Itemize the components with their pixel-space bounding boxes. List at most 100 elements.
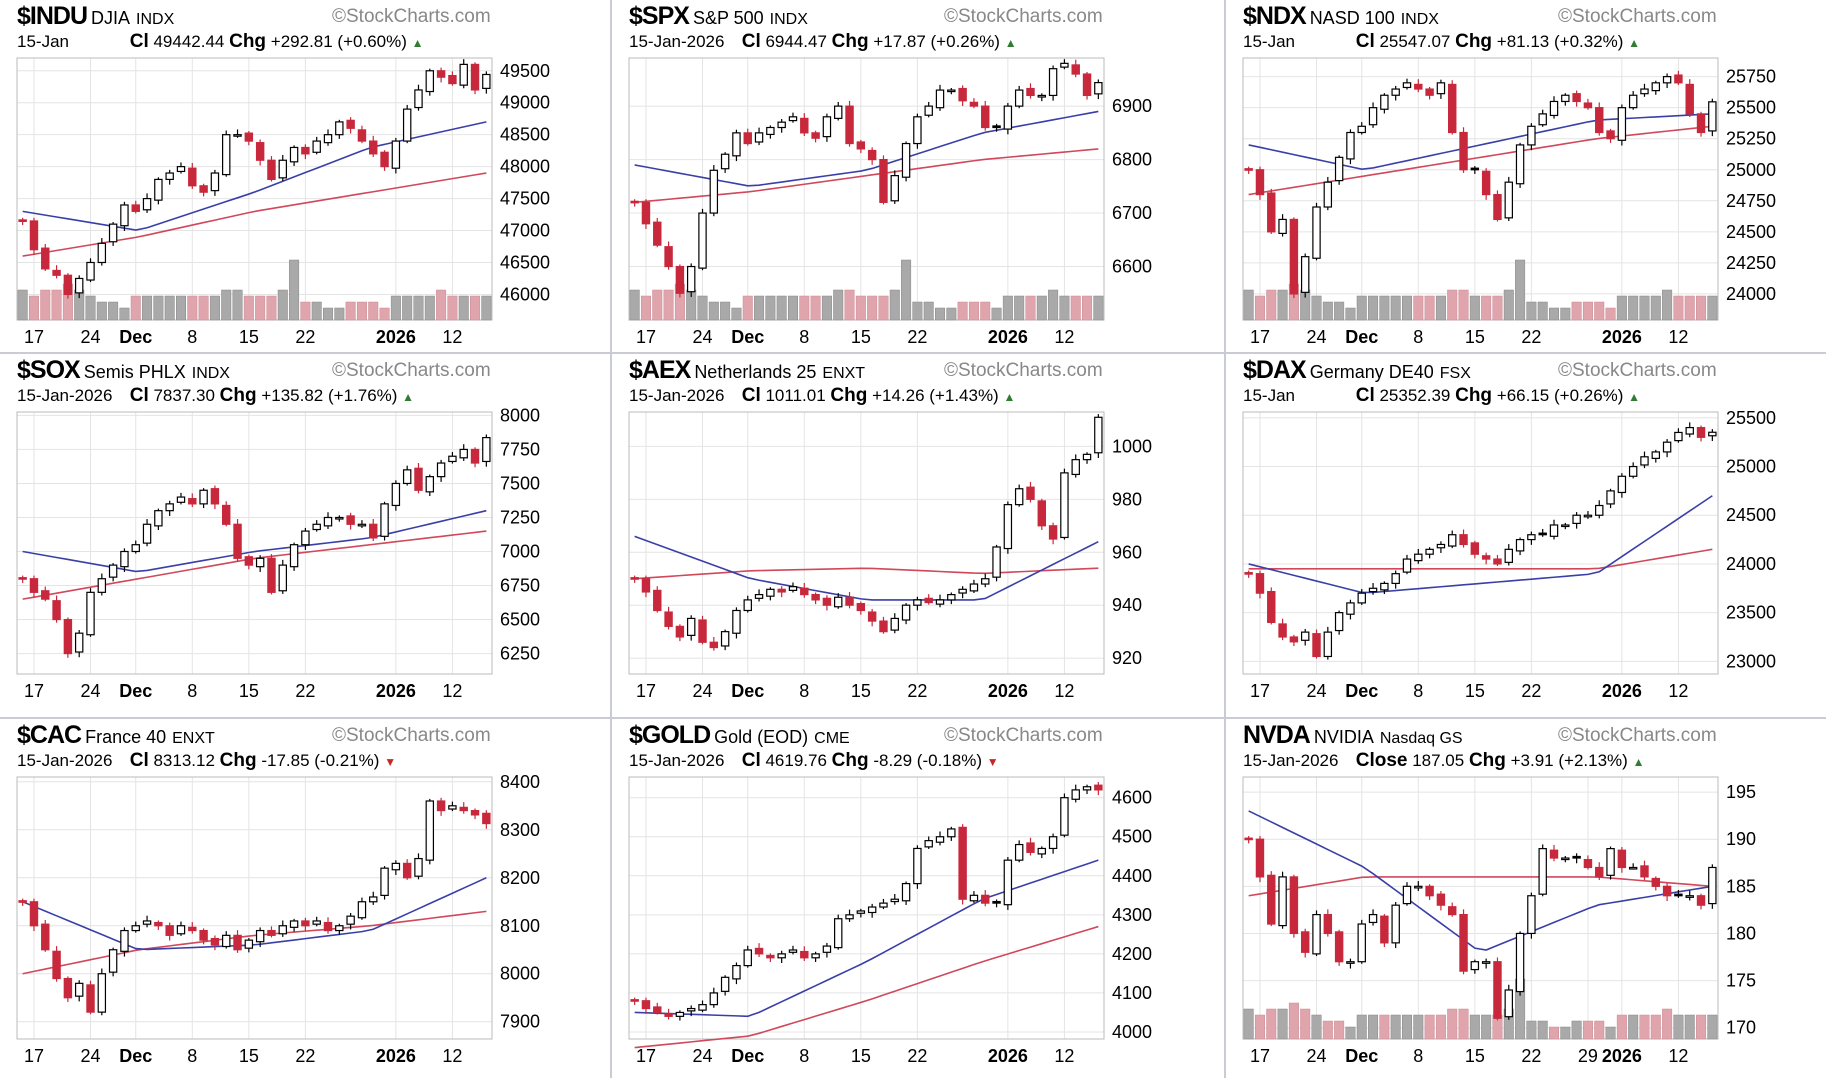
volume-bar	[1390, 1014, 1401, 1040]
candle	[867, 147, 877, 165]
price-chart[interactable]: 17 24 Dec 8 15 22 2026 12 46000 46500 47000 47500 48…	[0, 54, 600, 352]
volume-bar	[1379, 295, 1390, 321]
candle	[1368, 909, 1378, 926]
candle	[1094, 79, 1103, 100]
candle	[1380, 93, 1389, 114]
volume-bar	[1650, 295, 1661, 321]
volume-bar	[1515, 259, 1526, 321]
y-tick-label: 7250	[500, 507, 540, 527]
candle	[470, 808, 480, 820]
candle	[1060, 468, 1069, 540]
change-label: Chg	[830, 385, 868, 406]
candle	[346, 913, 355, 930]
candle	[1071, 454, 1080, 478]
candle	[1708, 98, 1717, 137]
symbol: NVDA	[1243, 721, 1311, 749]
candle	[879, 616, 888, 634]
volume-bar	[1526, 1020, 1537, 1040]
volume-bar	[1048, 289, 1059, 321]
quote-line: 15-Jan-2026 Cl 6944.47 Chg +17.87 (+0.26…	[629, 31, 1109, 53]
y-tick-label: 4300	[1112, 905, 1152, 925]
candle	[675, 1010, 685, 1021]
price-chart[interactable]: 17 24 Dec 8 15 22 2026 12 29 170 175 180 185 190 195	[1226, 773, 1826, 1073]
candle	[1572, 90, 1581, 107]
candle	[856, 139, 866, 154]
candle	[777, 950, 786, 964]
candle	[1538, 528, 1547, 537]
price-chart[interactable]: 17 24 Dec 8 15 22 2026 12 4000 4100 4200 4300 4400 45…	[612, 773, 1212, 1073]
candle	[743, 945, 752, 968]
candle	[335, 923, 344, 935]
quote-line: 15-Jan-2026 Cl 8313.12 Chg -17.85 (-0.21…	[17, 750, 497, 772]
volume-bar	[1549, 307, 1560, 321]
candle	[142, 519, 152, 547]
ma-slow-line	[1248, 548, 1713, 570]
chart-panel-dax[interactable]: $DAX Germany DE40 FSX ©StockCharts.com 15-…	[1226, 354, 1826, 717]
chart-panel-cac[interactable]: $CAC France 40 ENXT ©StockCharts.com 15-Ja…	[0, 719, 610, 1082]
x-tick-label: 8	[187, 681, 197, 701]
candle	[1515, 537, 1525, 556]
candle	[52, 595, 61, 623]
x-tick-label: Dec	[1345, 681, 1378, 701]
candle	[255, 927, 265, 947]
close-label: Cl	[129, 31, 149, 52]
candle	[1459, 529, 1468, 548]
volume-bar	[799, 295, 810, 321]
chart-panel-aex[interactable]: $AEX Netherlands 25 ENXT ©StockCharts.com …	[612, 354, 1224, 717]
volume-bar	[379, 307, 390, 321]
candle	[1014, 85, 1024, 109]
chart-panel-spx[interactable]: $SPX S&P 500 INDX ©StockCharts.com 15-Jan-…	[612, 0, 1224, 352]
chart-panel-indu[interactable]: $INDU DJIA INDX ©StockCharts.com 15-Jan Cl…	[0, 0, 610, 352]
quote-line: 15-Jan-2026 Cl 4619.76 Chg -8.29 (-0.18%…	[629, 750, 1109, 772]
price-chart[interactable]: 17 24 Dec 8 15 22 2026 12 23000 23500 24000 24500 25…	[1226, 408, 1826, 708]
x-tick-label: 12	[1054, 327, 1074, 347]
x-tick-label: 22	[1521, 1046, 1541, 1066]
candle	[301, 527, 310, 550]
candle	[1312, 910, 1321, 956]
chart-panel-ndx[interactable]: $NDX NASD 100 INDX ©StockCharts.com 15-Jan…	[1226, 0, 1826, 352]
chart-panel-nvda[interactable]: NVDA NVIDIA Nasdaq GS ©StockCharts.com 15-…	[1226, 719, 1826, 1082]
candle	[1662, 883, 1672, 901]
price-chart[interactable]: 17 24 Dec 8 15 22 2026 12 6600 6700 6800 6900	[612, 54, 1212, 352]
change-value: +292.81 (+0.60%)	[270, 32, 407, 51]
candle	[1606, 488, 1615, 509]
candle	[1448, 80, 1457, 135]
close-label: Cl	[1355, 31, 1375, 52]
close-value: 4619.76	[765, 751, 827, 770]
volume-bar	[1605, 307, 1616, 321]
price-chart[interactable]: 17 24 Dec 8 15 22 2026 12 24000 24250 24500 24750 25…	[1226, 54, 1826, 352]
date: 15-Jan-2026	[17, 386, 113, 405]
chart-panel-gold[interactable]: $GOLD Gold (EOD) CME ©StockCharts.com 15-J…	[612, 719, 1224, 1082]
candle	[380, 150, 389, 171]
candle	[811, 130, 820, 143]
ma-slow-line	[22, 530, 487, 600]
candle	[788, 582, 798, 593]
plot-frame	[16, 411, 493, 675]
candle	[788, 945, 798, 955]
candle	[482, 71, 491, 94]
candle	[1346, 129, 1355, 165]
candle	[720, 975, 730, 996]
chart-panel-sox[interactable]: $SOX Semis PHLX INDX ©StockCharts.com 15-J…	[0, 354, 610, 717]
volume-bar	[1254, 1014, 1265, 1040]
y-tick-label: 25500	[1726, 408, 1776, 428]
candle	[210, 169, 220, 196]
volume-bar	[424, 295, 435, 321]
y-tick-label: 980	[1112, 489, 1142, 509]
volume-bar	[1322, 1020, 1333, 1040]
candle	[1662, 73, 1672, 89]
security-name: Germany DE40	[1309, 362, 1434, 382]
candle	[131, 921, 140, 933]
y-tick-label: 46000	[500, 284, 550, 304]
candle	[289, 542, 299, 571]
volume-bar	[844, 289, 855, 321]
date: 15-Jan-2026	[629, 386, 725, 405]
x-tick-label: 15	[1465, 327, 1485, 347]
candle	[686, 615, 696, 641]
volume-bar	[1356, 295, 1367, 321]
ma-fast-line	[1248, 113, 1713, 170]
price-chart[interactable]: 17 24 Dec 8 15 22 2026 12 6250 6500 6750 7000 7250 75…	[0, 408, 600, 708]
price-chart[interactable]: 17 24 Dec 8 15 22 2026 12 7900 8000 8100 8200 8300 84…	[0, 773, 600, 1073]
price-chart[interactable]: 17 24 Dec 8 15 22 2026 12 920 940 960 980 1000	[612, 408, 1212, 708]
candle	[18, 217, 27, 226]
